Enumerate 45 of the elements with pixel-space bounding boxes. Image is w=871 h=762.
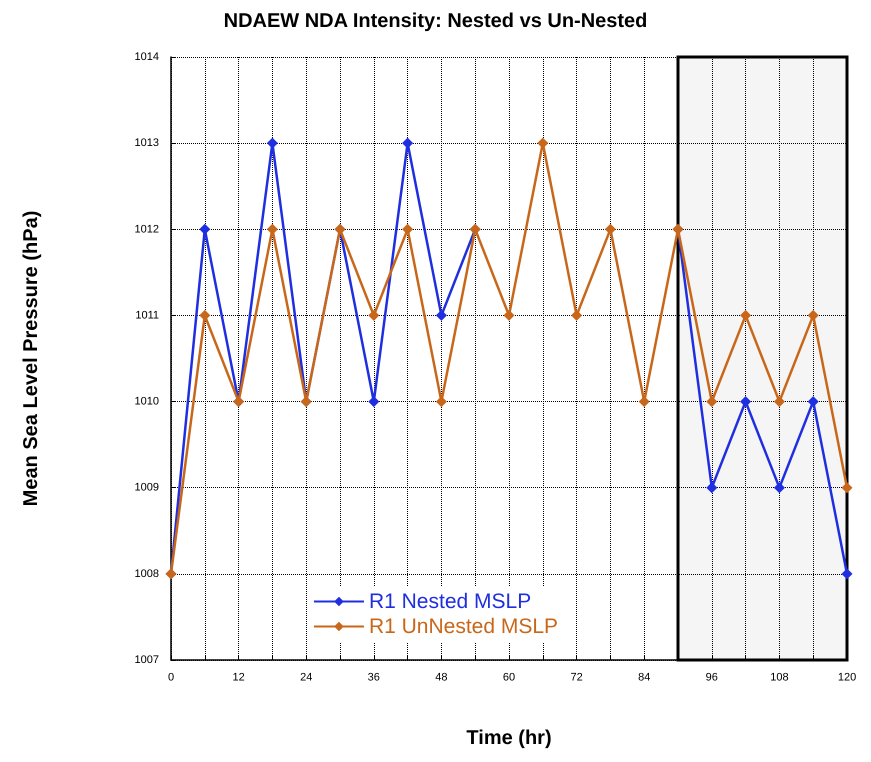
x-tick-label: 60 — [502, 672, 516, 684]
x-tick-label: 24 — [300, 672, 312, 684]
point — [436, 310, 447, 321]
point — [604, 224, 616, 235]
x-tick-label: 120 — [838, 672, 856, 684]
x-tick-label: 0 — [168, 672, 174, 684]
y-axis-title: Mean Sea Level Pressure (hPa) — [20, 210, 42, 506]
y-tick-label: 1011 — [135, 309, 159, 322]
y-tick-label: 1012 — [134, 223, 159, 236]
x-tick-label: 72 — [570, 672, 583, 684]
y-tick-label: 1007 — [134, 654, 159, 666]
point — [199, 224, 210, 235]
point — [842, 568, 852, 580]
legend-label: R1 Nested MSLP — [368, 590, 532, 613]
point — [436, 396, 447, 408]
y-tick-label: 1009 — [134, 482, 159, 494]
x-axis-title: Time (hr) — [466, 727, 552, 749]
point — [808, 310, 819, 321]
point — [368, 310, 380, 321]
point — [402, 224, 414, 235]
point — [740, 310, 752, 321]
y-tick-label: 1010 — [134, 396, 159, 408]
point — [706, 396, 718, 408]
y-tick-label: 1013 — [134, 137, 159, 150]
x-tick-label: 12 — [232, 672, 245, 684]
x-tick-label: 84 — [638, 672, 650, 684]
point — [740, 396, 752, 408]
point — [638, 396, 650, 408]
y-tick-label: 1014 — [134, 51, 159, 63]
legend-label: R1 UnNested MSLP — [368, 615, 558, 638]
point — [504, 310, 514, 321]
chart-title: NDAEW NDA Intensity: Nested vs Un-Nested — [224, 10, 648, 32]
point — [199, 310, 210, 321]
point — [774, 482, 785, 494]
y-tick-label: 1008 — [134, 568, 159, 580]
point — [808, 396, 819, 408]
point — [842, 482, 852, 494]
x-tick-label: 48 — [435, 672, 448, 684]
point — [774, 396, 785, 408]
point — [706, 482, 718, 494]
x-tick-label: 108 — [770, 672, 789, 684]
point — [368, 396, 380, 408]
point — [571, 310, 582, 321]
x-tick-label: 36 — [368, 672, 380, 684]
x-tick-label: 96 — [706, 672, 718, 684]
